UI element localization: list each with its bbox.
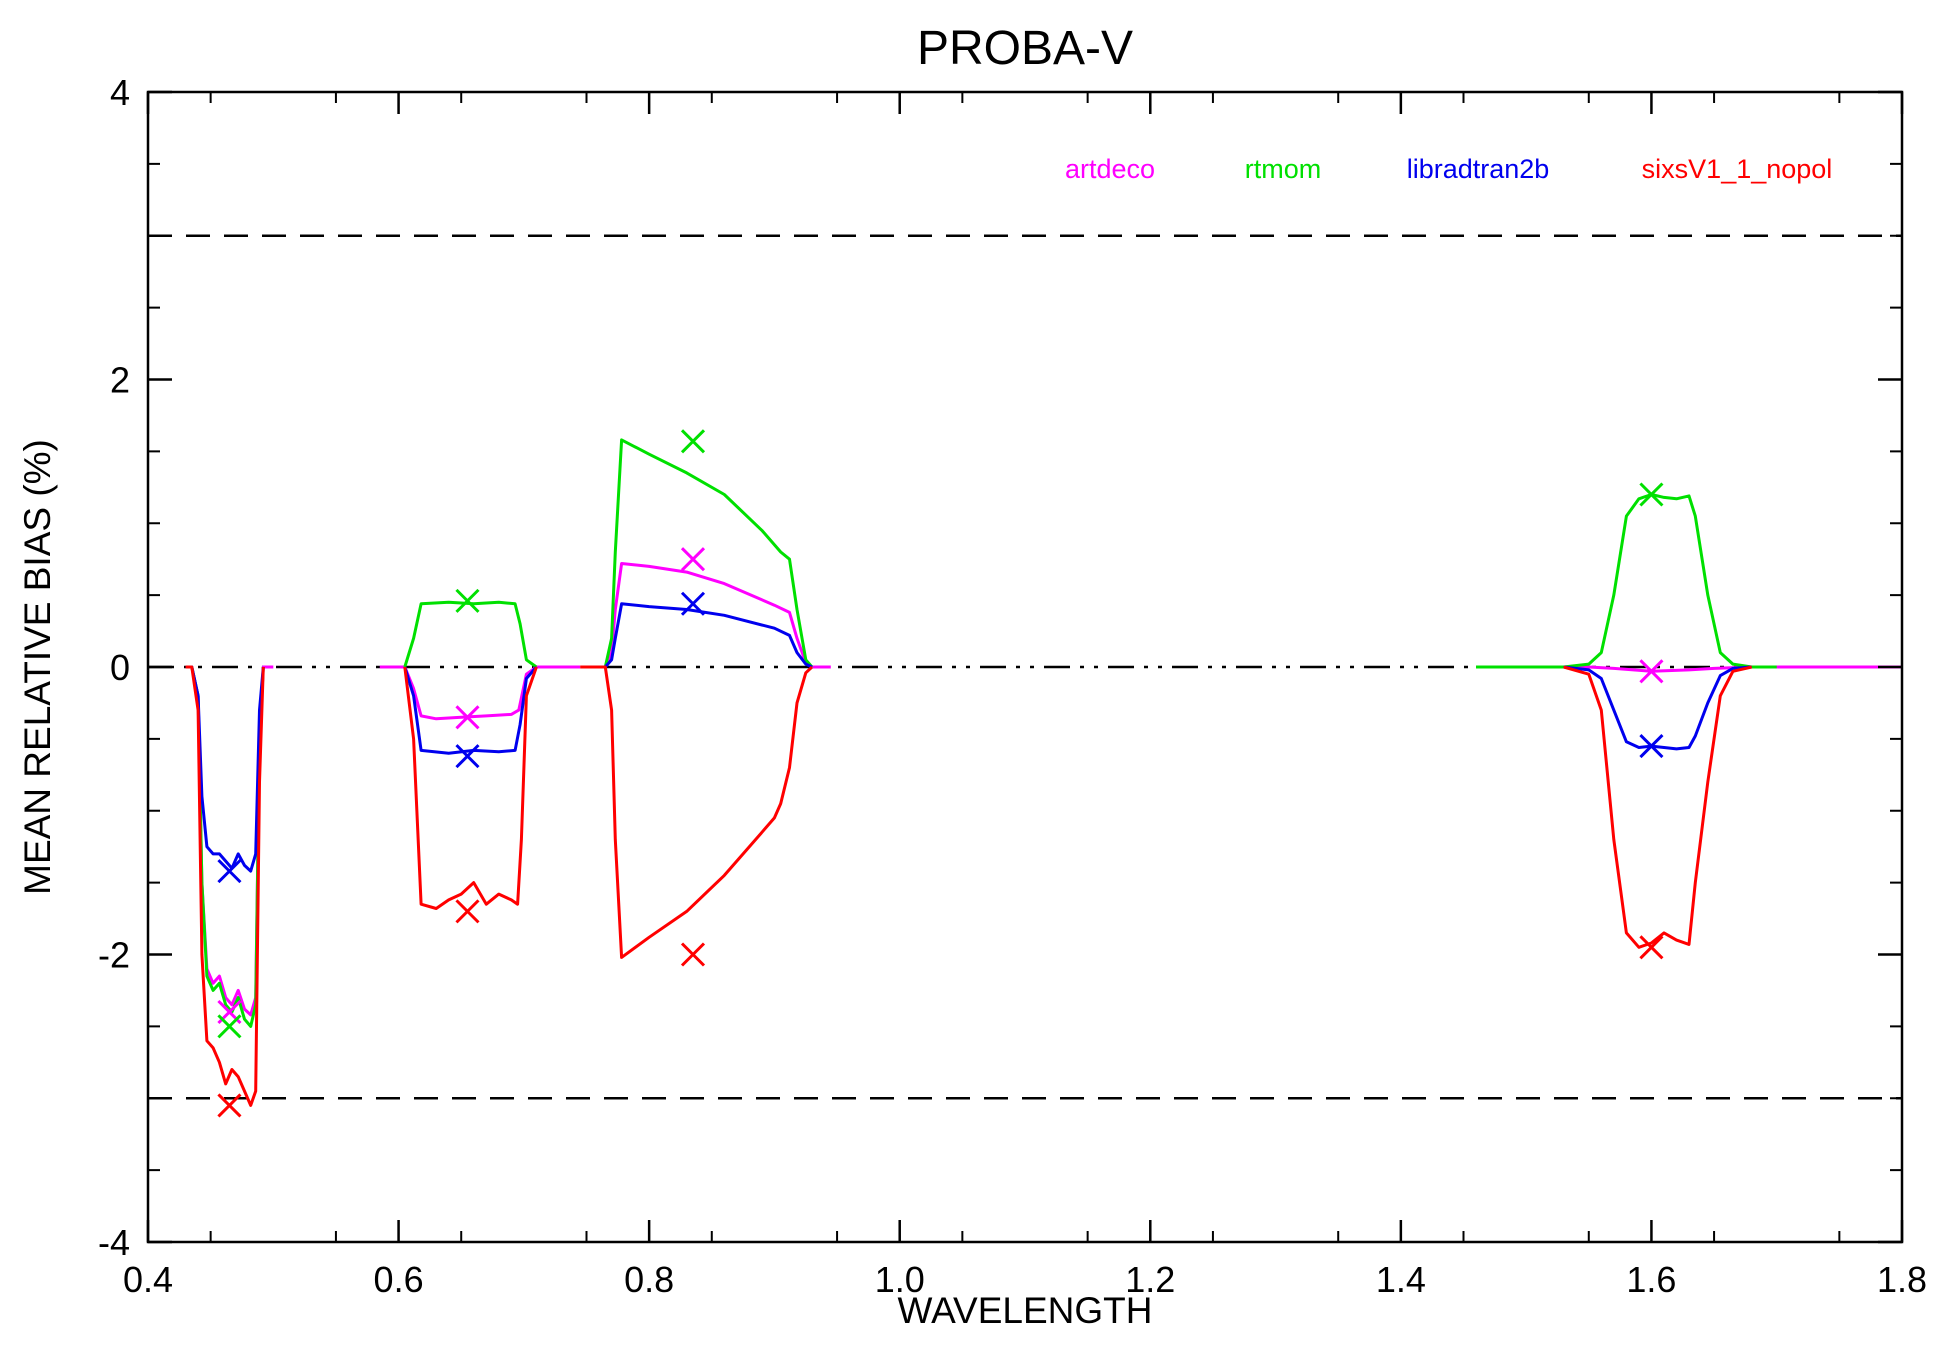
chart-title: PROBA-V <box>917 22 1133 75</box>
series-line-rtmom <box>592 438 814 669</box>
data-marker-sixsV1_1_nopol <box>680 942 706 967</box>
series-line-sixsV1_1_nopol <box>1563 665 1753 949</box>
data-marker-libradtran2b <box>1639 734 1664 759</box>
data-marker-libradtran2b <box>455 744 480 769</box>
series-layer <box>185 438 1902 1107</box>
data-marker-sixsV1_1_nopol <box>455 899 480 924</box>
data-marker-rtmom <box>1639 482 1664 507</box>
data-marker-rtmom <box>217 1014 242 1039</box>
y-axis-label: MEAN RELATIVE BIAS (%) <box>17 439 58 895</box>
series-line-sixsV1_1_nopol <box>580 665 814 959</box>
legend: artdeco rtmom libradtran2b sixsV1_1_nopol <box>1065 154 1832 184</box>
legend-entry-rtmom: rtmom <box>1245 154 1322 184</box>
series-line-sixsV1_1_nopol <box>403 666 538 910</box>
series-line-rtmom <box>1476 493 1777 669</box>
x-tick-label: 1.2 <box>1125 1259 1175 1300</box>
y-tick-label: 2 <box>110 360 130 401</box>
x-tick-label: 0.8 <box>624 1259 674 1300</box>
y-tick-label: -2 <box>98 935 130 976</box>
series-line-rtmom <box>403 600 538 669</box>
series-line-libradtran2b <box>1563 665 1752 751</box>
x-tick-label: 0.6 <box>374 1259 424 1300</box>
data-marker-libradtran2b <box>680 591 706 616</box>
data-marker-sixsV1_1_nopol <box>1639 935 1664 960</box>
y-tick-label: 0 <box>110 647 130 688</box>
x-axis-label: WAVELENGTH <box>898 1290 1153 1331</box>
legend-entry-artdeco: artdeco <box>1065 154 1155 184</box>
data-marker-artdeco <box>1639 659 1664 684</box>
x-tick-label: 1.4 <box>1376 1259 1426 1300</box>
reference-lines <box>148 234 1902 1100</box>
data-marker-rtmom <box>455 588 480 613</box>
data-marker-artdeco <box>680 547 706 572</box>
x-tick-label: 1.0 <box>875 1259 925 1300</box>
legend-entry-libradtran2b: libradtran2b <box>1407 154 1550 184</box>
data-marker-sixsV1_1_nopol <box>217 1093 242 1118</box>
x-tick-label: 1.8 <box>1877 1259 1927 1300</box>
y-tick-label: -4 <box>98 1222 130 1263</box>
series-line-libradtran2b <box>403 666 538 755</box>
data-marker-libradtran2b <box>217 859 242 884</box>
x-tick-label: 0.4 <box>123 1259 173 1300</box>
x-tick-label: 1.6 <box>1626 1259 1676 1300</box>
data-marker-rtmom <box>680 429 706 454</box>
legend-entry-sixsV1_1_nopol: sixsV1_1_nopol <box>1642 154 1833 184</box>
axis-ticks: 0.4 0.6 0.8 1.0 1.2 1.4 1.6 1.8 -4 -2 0 2 4 <box>98 72 1927 1300</box>
series-line-artdeco <box>379 665 581 721</box>
y-tick-label: 4 <box>110 72 130 113</box>
marker-layer <box>217 429 1664 1118</box>
data-marker-artdeco <box>455 705 480 730</box>
series-line-sixsV1_1_nopol <box>185 665 265 1107</box>
